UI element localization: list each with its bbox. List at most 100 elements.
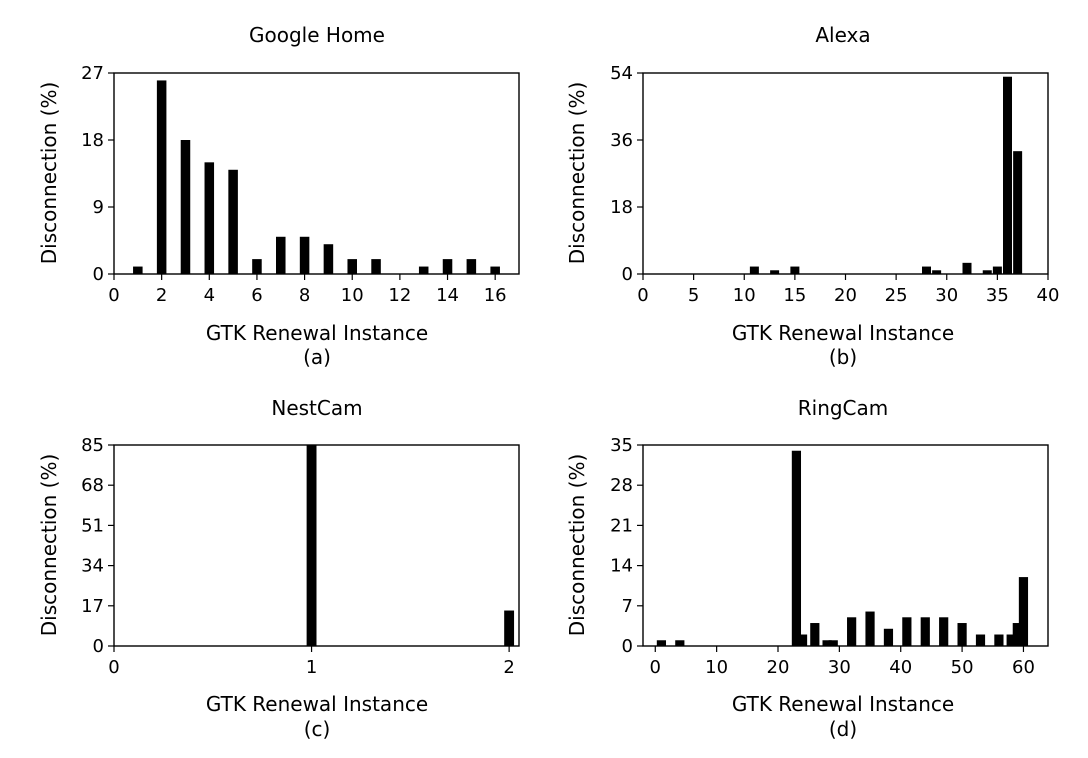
bar xyxy=(1012,623,1022,646)
y-ticks: 0 7 14 21 28 35 xyxy=(610,435,643,657)
x-tick-label: 20 xyxy=(767,657,790,678)
bars xyxy=(749,76,1023,274)
bar xyxy=(228,169,238,274)
bar xyxy=(992,266,1002,274)
y-tick-label: 18 xyxy=(610,197,633,218)
panel-caption: (a) xyxy=(303,345,331,369)
bars xyxy=(306,445,515,646)
x-tick-label: 12 xyxy=(388,285,411,306)
bar xyxy=(133,266,143,274)
x-axis-label: GTK Renewal Instance xyxy=(732,692,954,716)
x-tick-label: 0 xyxy=(108,657,119,678)
x-tick-label: 14 xyxy=(436,285,459,306)
bar xyxy=(252,259,262,274)
bar xyxy=(902,617,912,646)
chart-title: NestCam xyxy=(271,396,362,420)
y-ticks: 0 18 36 54 xyxy=(610,63,643,285)
x-ticks: 0 5 10 15 20 25 30 35 40 xyxy=(637,274,1059,306)
y-tick-label: 35 xyxy=(610,435,633,456)
x-tick-label: 10 xyxy=(705,657,728,678)
x-ticks: 0 10 20 30 40 50 60 xyxy=(650,646,1035,678)
x-tick-label: 1 xyxy=(306,657,317,678)
y-tick-label: 0 xyxy=(93,264,104,285)
x-tick-label: 30 xyxy=(935,285,958,306)
chart-title: Alexa xyxy=(815,23,870,47)
bar xyxy=(1018,577,1029,646)
bar xyxy=(770,270,780,274)
bar xyxy=(749,266,759,274)
bar xyxy=(975,634,986,646)
bar xyxy=(347,259,357,274)
bar xyxy=(371,259,381,274)
y-axis-label: Disconnection (%) xyxy=(565,82,589,265)
bars xyxy=(133,80,500,274)
panel-nestcam: NestCam 0 1 2 0 17 34 51 68 85 GTK Renewal Inst… xyxy=(37,396,520,741)
bar xyxy=(883,628,894,646)
bar xyxy=(957,623,967,646)
x-axis-label: GTK Renewal Instance xyxy=(206,321,428,345)
y-tick-label: 68 xyxy=(81,475,104,496)
y-tick-label: 17 xyxy=(81,596,104,617)
x-tick-label: 20 xyxy=(834,285,857,306)
x-axis-label: GTK Renewal Instance xyxy=(732,321,954,345)
x-tick-label: 2 xyxy=(156,285,167,306)
bar xyxy=(810,623,820,646)
bars xyxy=(656,450,1029,646)
y-tick-label: 0 xyxy=(622,264,633,285)
panel-ringcam: RingCam 0 10 20 30 40 50 60 0 7 14 21 28 35 GTK Ren… xyxy=(565,396,1049,741)
bar xyxy=(442,259,453,274)
plot-frame xyxy=(113,444,520,647)
x-tick-label: 50 xyxy=(951,657,974,678)
bar xyxy=(323,244,334,274)
y-tick-label: 21 xyxy=(610,515,633,536)
x-tick-label: 35 xyxy=(986,285,1009,306)
y-tick-label: 51 xyxy=(81,515,104,536)
x-tick-label: 10 xyxy=(341,285,364,306)
x-tick-label: 0 xyxy=(650,657,661,678)
x-tick-label: 40 xyxy=(1037,285,1060,306)
bar xyxy=(932,270,942,274)
y-tick-label: 7 xyxy=(622,596,633,617)
panel-caption: (d) xyxy=(829,717,857,741)
x-tick-label: 2 xyxy=(503,657,514,678)
bar xyxy=(180,140,191,274)
x-ticks: 0 2 4 6 8 10 12 14 16 xyxy=(108,274,507,306)
bar xyxy=(939,617,949,646)
x-tick-label: 25 xyxy=(885,285,908,306)
bar xyxy=(797,634,808,646)
bar xyxy=(156,80,167,274)
bar xyxy=(865,611,875,646)
x-tick-label: 60 xyxy=(1012,657,1035,678)
bar xyxy=(791,450,802,646)
y-tick-label: 36 xyxy=(610,130,633,151)
plot-frame xyxy=(113,72,520,275)
y-axis-label: Disconnection (%) xyxy=(565,454,589,637)
y-tick-label: 85 xyxy=(81,435,104,456)
y-tick-label: 34 xyxy=(81,556,104,577)
x-tick-label: 16 xyxy=(484,285,507,306)
bar xyxy=(1003,76,1012,274)
y-tick-label: 54 xyxy=(610,63,633,84)
panel-caption: (c) xyxy=(304,717,331,741)
x-tick-label: 40 xyxy=(889,657,912,678)
bar xyxy=(418,266,429,274)
x-axis-label: GTK Renewal Instance xyxy=(206,692,428,716)
bar xyxy=(656,640,667,646)
bar xyxy=(1006,634,1016,646)
panel-google-home: Google Home 0 2 4 6 8 10 12 14 16 0 9 18 27 GTK Ren… xyxy=(37,23,520,369)
bar xyxy=(204,162,215,274)
bar xyxy=(675,640,685,646)
y-ticks: 0 17 34 51 68 85 xyxy=(81,435,114,657)
x-tick-label: 15 xyxy=(783,285,806,306)
y-tick-label: 18 xyxy=(81,130,104,151)
x-tick-label: 5 xyxy=(688,285,699,306)
chart-title: RingCam xyxy=(798,396,889,420)
x-tick-label: 0 xyxy=(637,285,648,306)
bar xyxy=(920,617,930,646)
bar xyxy=(962,262,972,274)
bar xyxy=(994,634,1004,646)
x-tick-label: 30 xyxy=(828,657,851,678)
bar xyxy=(299,236,310,274)
x-ticks: 0 1 2 xyxy=(108,646,515,678)
bar xyxy=(790,266,800,274)
